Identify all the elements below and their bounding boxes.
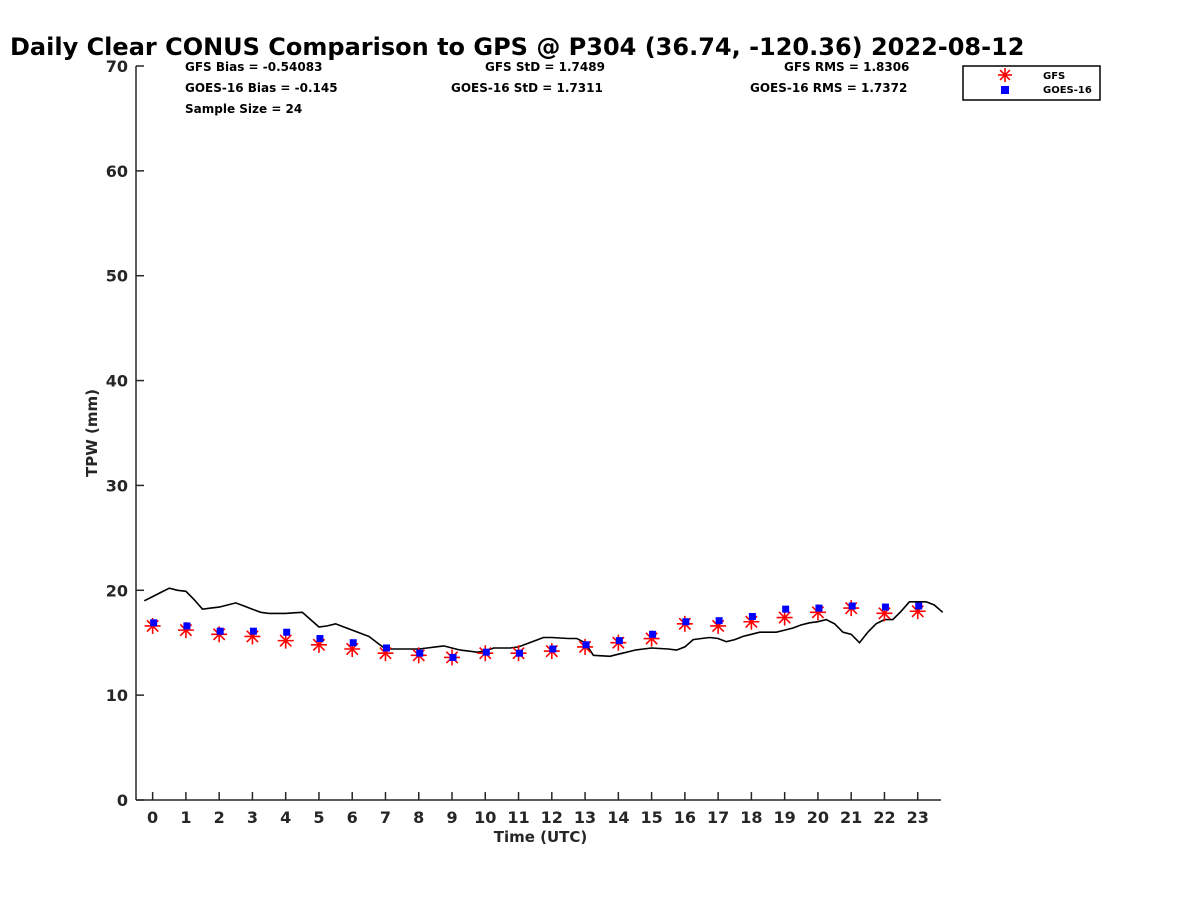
x-tick-label: 11 <box>507 808 529 827</box>
x-tick-label: 23 <box>907 808 929 827</box>
chart-title: Daily Clear CONUS Comparison to GPS @ P3… <box>10 33 1024 61</box>
goes-point <box>915 602 923 610</box>
x-tick-label: 7 <box>380 808 391 827</box>
y-tick-label: 40 <box>106 372 128 391</box>
stat-gfs-std: GFS StD = 1.7489 <box>485 60 605 74</box>
x-tick-label: 14 <box>607 808 629 827</box>
y-tick-label: 10 <box>106 686 128 705</box>
x-tick-label: 3 <box>247 808 258 827</box>
goes-point <box>283 628 291 636</box>
x-tick-label: 13 <box>574 808 596 827</box>
goes-point <box>516 649 524 657</box>
x-tick-label: 5 <box>313 808 324 827</box>
goes-point <box>382 644 390 652</box>
goes-point <box>881 603 889 611</box>
x-tick-label: 4 <box>280 808 291 827</box>
goes-point <box>848 602 856 610</box>
stat-goes-std: GOES-16 StD = 1.7311 <box>451 81 603 95</box>
gfs-point <box>277 632 294 649</box>
x-tick-label: 1 <box>180 808 191 827</box>
goes-point <box>715 617 723 625</box>
x-tick-label: 6 <box>347 808 358 827</box>
gfs-point <box>909 603 926 620</box>
x-tick-label: 17 <box>707 808 729 827</box>
legend-gfs-asterisk <box>998 68 1012 82</box>
x-tick-label: 8 <box>413 808 424 827</box>
legend-gfs-marker-icon <box>998 68 1012 82</box>
y-tick-label: 60 <box>106 162 128 181</box>
goes-point <box>815 604 823 612</box>
stat-goes-bias: GOES-16 Bias = -0.145 <box>185 81 338 95</box>
goes-point <box>615 637 623 645</box>
x-tick-label: 10 <box>474 808 496 827</box>
goes-point <box>582 641 590 649</box>
legend-gfs-label: GFS <box>1043 71 1065 82</box>
x-tick-label: 16 <box>674 808 696 827</box>
x-tick-label: 20 <box>807 808 829 827</box>
stat-goes-rms: GOES-16 RMS = 1.7372 <box>750 81 907 95</box>
goes-point <box>549 645 557 653</box>
stat-gfs-bias: GFS Bias = -0.54083 <box>185 60 322 74</box>
goes-point <box>150 619 158 627</box>
x-axis-label: Time (UTC) <box>494 828 588 846</box>
goes-point <box>748 613 756 620</box>
goes-point <box>216 627 224 635</box>
y-axis-label: TPW (mm) <box>83 389 101 477</box>
gfs-point <box>776 609 793 626</box>
y-tick-label: 50 <box>106 267 128 286</box>
goes-point <box>682 618 690 626</box>
legend-box <box>962 65 1101 101</box>
x-tick-label: 19 <box>774 808 796 827</box>
goes-point <box>349 639 357 647</box>
legend-goes-label: GOES-16 <box>1043 85 1092 96</box>
x-tick-label: 0 <box>147 808 158 827</box>
x-tick-label: 12 <box>541 808 563 827</box>
y-tick-label: 0 <box>117 791 128 810</box>
y-tick-label: 30 <box>106 476 128 495</box>
x-tick-label: 9 <box>446 808 457 827</box>
x-tick-label: 21 <box>840 808 862 827</box>
y-tick-label: 20 <box>106 581 128 600</box>
x-tick-label: 22 <box>873 808 895 827</box>
gps-series-line <box>143 587 944 658</box>
goes-point <box>649 630 657 638</box>
goes-point <box>782 605 790 613</box>
x-tick-label: 15 <box>640 808 662 827</box>
legend-goes-marker-icon <box>1001 86 1009 94</box>
legend: GFS GOES-16 <box>962 65 1101 101</box>
goes-point <box>249 627 257 635</box>
x-tick-label: 2 <box>214 808 225 827</box>
goes-point <box>449 653 457 661</box>
goes-point <box>482 648 490 656</box>
stat-sample-size: Sample Size = 24 <box>185 102 302 116</box>
goes-point <box>183 622 191 630</box>
y-tick-label: 70 <box>106 57 128 76</box>
stat-gfs-rms: GFS RMS = 1.8306 <box>784 60 909 74</box>
goes-point <box>316 635 324 643</box>
goes-point <box>416 649 424 657</box>
x-tick-label: 18 <box>740 808 762 827</box>
